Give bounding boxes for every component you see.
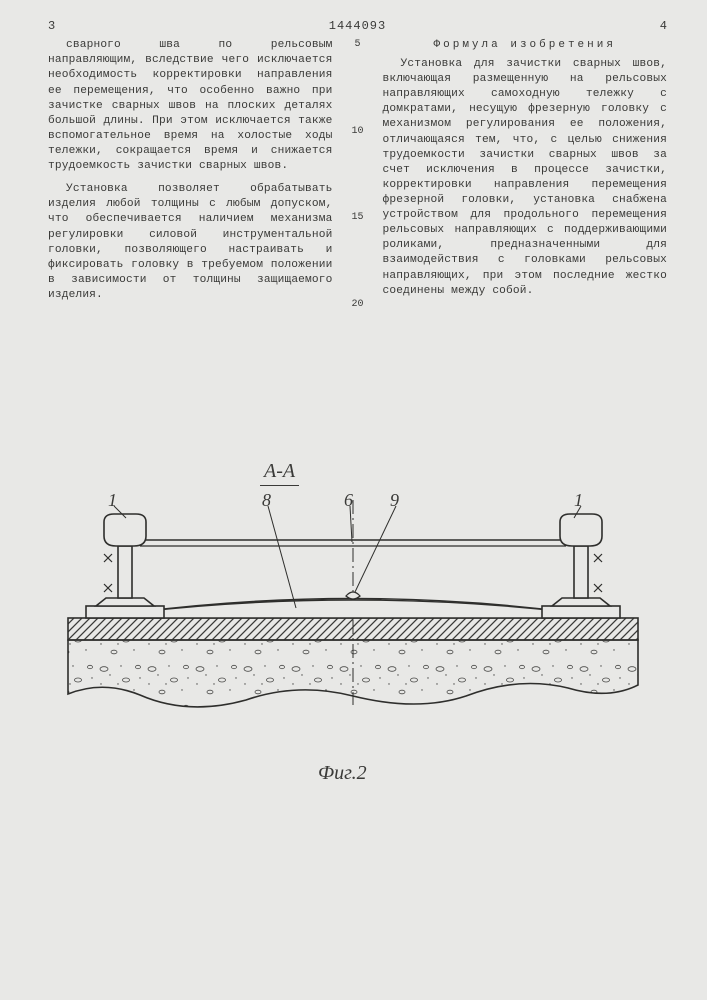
formula-title: Формула изобретения xyxy=(383,38,668,53)
figure-caption: Фиг.2 xyxy=(318,760,367,787)
left-column: сварного шва по рельсовым направляющим, … xyxy=(48,38,333,311)
figure-area: А-А 1 1 8 6 9 xyxy=(0,410,707,970)
patent-number: 1444093 xyxy=(329,18,386,34)
cross-section-diagram xyxy=(48,500,658,740)
col-num-right: 4 xyxy=(660,18,667,34)
section-label: А-А xyxy=(260,458,299,486)
line-numbers: 5 10 15 20 xyxy=(351,38,365,311)
left-p1: сварного шва по рельсовым направляющим, … xyxy=(48,38,333,174)
right-p1: Установка для зачистки сварных швов, вкл… xyxy=(383,57,668,299)
right-column: Формула изобретения Установка для зачист… xyxy=(383,38,668,311)
col-num-left: 3 xyxy=(48,18,55,34)
left-p2: Установка позволяет обрабатывать изделия… xyxy=(48,182,333,303)
